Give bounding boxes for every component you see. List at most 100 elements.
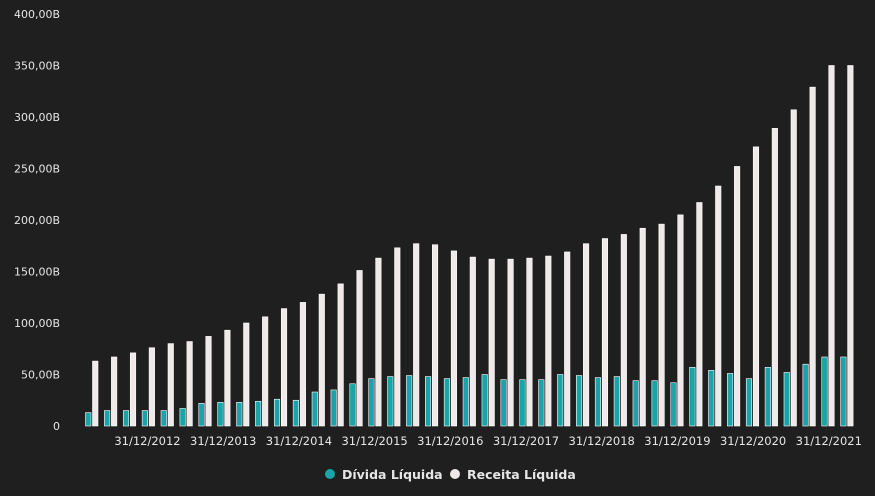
- bar-divida-liquida[interactable]: [745, 378, 753, 427]
- bar-receita-liquida[interactable]: [280, 308, 288, 427]
- bar-divida-liquida[interactable]: [481, 374, 488, 427]
- bar-divida-liquida[interactable]: [783, 372, 790, 427]
- bar-receita-liquida[interactable]: [639, 227, 646, 427]
- bar-receita-liquida[interactable]: [583, 243, 590, 427]
- bar-divida-liquida[interactable]: [519, 379, 526, 427]
- legend-item-receita-liquida[interactable]: Receita Líquida: [450, 467, 576, 482]
- legend-marker-icon: [450, 469, 460, 479]
- bar-divida-liquida[interactable]: [292, 399, 299, 427]
- bar-receita-liquida[interactable]: [488, 258, 495, 427]
- bar-divida-liquida[interactable]: [727, 373, 734, 427]
- bar-divida-liquida[interactable]: [387, 376, 394, 427]
- bar-divida-liquida[interactable]: [500, 379, 507, 427]
- bar-divida-liquida[interactable]: [104, 410, 111, 427]
- legend-label: Dívida Líquida: [342, 467, 443, 482]
- bar-divida-liquida[interactable]: [236, 402, 243, 427]
- legend-item-divida-liquida[interactable]: Dívida Líquida: [325, 467, 443, 482]
- bar-receita-liquida[interactable]: [224, 329, 231, 427]
- bar-divida-liquida[interactable]: [538, 379, 545, 427]
- bar-divida-liquida[interactable]: [462, 377, 469, 427]
- bar-receita-liquida[interactable]: [413, 243, 420, 427]
- bar-divida-liquida[interactable]: [217, 402, 224, 427]
- bar-receita-liquida[interactable]: [469, 256, 476, 427]
- bar-receita-liquida[interactable]: [564, 251, 571, 427]
- x-axis: 31/12/2012 31/12/2013 31/12/2014 31/12/2015…: [114, 434, 862, 448]
- bar-receita-liquida[interactable]: [375, 257, 382, 427]
- bar-divida-liquida[interactable]: [821, 356, 828, 427]
- bar-receita-liquida[interactable]: [337, 283, 344, 427]
- bar-divida-liquida[interactable]: [557, 374, 564, 427]
- x-tick-label: 31/12/2021: [796, 434, 862, 448]
- bar-divida-liquida[interactable]: [122, 410, 130, 427]
- bar-divida-liquida[interactable]: [670, 382, 677, 427]
- bar-receita-liquida[interactable]: [658, 223, 665, 427]
- bar-divida-liquida[interactable]: [651, 380, 658, 427]
- bar-receita-liquida[interactable]: [205, 336, 212, 427]
- bar-receita-liquida[interactable]: [847, 65, 854, 427]
- bar-receita-liquida[interactable]: [715, 185, 722, 427]
- bar-receita-liquida[interactable]: [299, 302, 306, 427]
- legend-label: Receita Líquida: [467, 467, 576, 482]
- bar-divida-liquida[interactable]: [330, 389, 337, 427]
- bar-receita-liquida[interactable]: [620, 234, 627, 427]
- bar-receita-liquida[interactable]: [111, 356, 118, 427]
- bar-divida-liquida[interactable]: [406, 375, 413, 427]
- bar-receita-liquida[interactable]: [431, 244, 439, 427]
- bar-divida-liquida[interactable]: [311, 391, 318, 427]
- x-tick-label: 31/12/2013: [190, 434, 256, 448]
- bar-divida-liquida[interactable]: [255, 400, 262, 427]
- bar-divida-liquida[interactable]: [424, 376, 432, 427]
- bar-divida-liquida[interactable]: [349, 383, 356, 427]
- bar-receita-liquida[interactable]: [186, 341, 193, 427]
- bar-divida-liquida[interactable]: [840, 356, 847, 427]
- y-tick-label: 250,00B: [14, 163, 60, 176]
- bar-receita-liquida[interactable]: [771, 128, 778, 427]
- y-tick-label: 400,00B: [14, 8, 60, 21]
- bar-divida-liquida[interactable]: [576, 375, 583, 427]
- bar-receita-liquida[interactable]: [243, 322, 250, 427]
- bar-divida-liquida[interactable]: [368, 378, 375, 427]
- bar-receita-liquida[interactable]: [318, 293, 325, 427]
- legend[interactable]: Dívida Líquida Receita Líquida: [325, 467, 576, 482]
- bar-divida-liquida[interactable]: [273, 398, 281, 427]
- bar-divida-liquida[interactable]: [632, 380, 639, 427]
- bar-divida-liquida[interactable]: [708, 370, 715, 427]
- bar-receita-liquida[interactable]: [129, 352, 137, 427]
- bar-receita-liquida[interactable]: [356, 270, 363, 427]
- bar-receita-liquida[interactable]: [507, 258, 514, 427]
- bar-receita-liquida[interactable]: [752, 146, 760, 427]
- bar-divida-liquida[interactable]: [802, 363, 809, 427]
- bar-receita-liquida[interactable]: [450, 250, 457, 427]
- bar-divida-liquida[interactable]: [85, 412, 92, 427]
- bar-receita-liquida[interactable]: [734, 166, 741, 427]
- bar-receita-liquida[interactable]: [790, 109, 797, 427]
- bar-divida-liquida[interactable]: [613, 376, 620, 427]
- x-tick-label: 31/12/2012: [114, 434, 180, 448]
- legend-marker-icon: [325, 469, 335, 479]
- bar-divida-liquida[interactable]: [198, 403, 205, 427]
- bar-receita-liquida[interactable]: [809, 86, 816, 427]
- bar-divida-liquida[interactable]: [443, 378, 450, 427]
- bar-receita-liquida[interactable]: [148, 347, 155, 427]
- bar-divida-liquida[interactable]: [594, 377, 602, 427]
- bar-receita-liquida[interactable]: [167, 343, 174, 427]
- bar-receita-liquida[interactable]: [262, 316, 269, 427]
- bar-divida-liquida[interactable]: [141, 410, 148, 427]
- bar-receita-liquida[interactable]: [677, 214, 684, 427]
- bar-receita-liquida[interactable]: [545, 255, 552, 427]
- bar-divida-liquida[interactable]: [160, 410, 167, 427]
- bar-receita-liquida[interactable]: [601, 238, 609, 427]
- bar-receita-liquida[interactable]: [394, 247, 401, 427]
- y-tick-label: 350,00B: [14, 60, 60, 73]
- bar-receita-liquida[interactable]: [828, 65, 835, 427]
- bar-divida-liquida[interactable]: [179, 408, 186, 427]
- x-tick-label: 31/12/2019: [644, 434, 710, 448]
- x-tick-label: 31/12/2015: [341, 434, 407, 448]
- bar-receita-liquida[interactable]: [696, 202, 703, 427]
- bar-divida-liquida[interactable]: [689, 366, 696, 427]
- bar-receita-liquida[interactable]: [526, 257, 533, 427]
- bar-receita-liquida[interactable]: [92, 360, 99, 427]
- bar-divida-liquida[interactable]: [764, 366, 771, 427]
